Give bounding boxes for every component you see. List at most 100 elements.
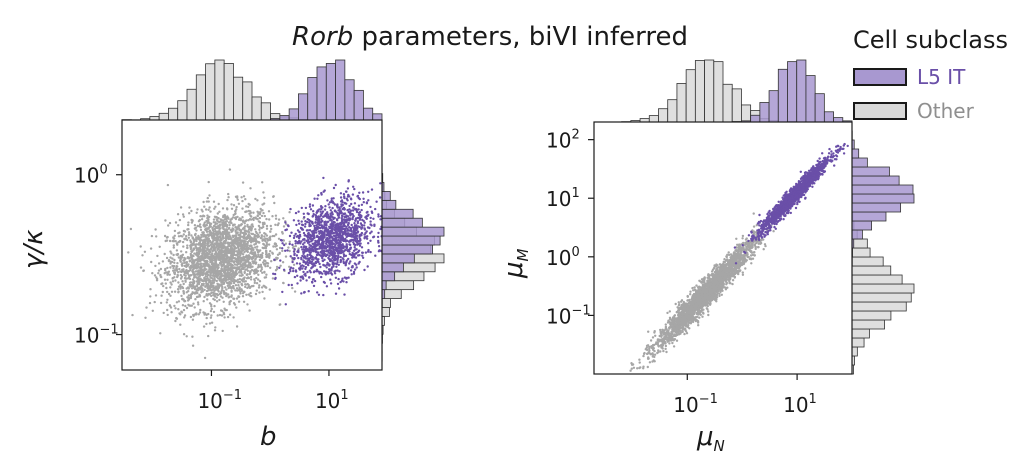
data-point [233,303,237,306]
side-hist-bar-l5-it [851,148,860,159]
side-hist-bar-l5-it [851,202,902,213]
data-point [248,271,252,274]
data-point [191,344,195,347]
data-point [268,218,271,221]
data-point [304,222,307,226]
data-point [249,187,252,190]
data-point [248,234,251,238]
data-point [229,218,232,222]
side-hist-bar-l5-it [381,253,415,264]
top-hist-bar-l5-it [344,79,355,121]
data-point [320,224,323,227]
data-point [177,300,181,303]
data-point [258,258,262,262]
data-point [322,249,325,253]
data-point [179,283,182,287]
data-point [219,295,223,298]
data-point [221,234,225,237]
data-point [224,286,227,289]
data-point [237,284,240,287]
data-point [336,282,340,286]
data-point [287,271,291,275]
data-point [176,274,179,277]
data-point [262,211,265,215]
data-point [344,230,347,233]
data-point [210,260,213,263]
data-point [336,241,339,244]
data-point [211,228,215,231]
data-point [326,199,329,202]
data-point [269,250,272,253]
data-point [228,257,232,261]
data-point [329,231,332,234]
data-point [367,199,370,202]
data-point [298,268,302,271]
data-point [249,244,252,247]
data-point [263,271,266,274]
data-point [233,263,237,266]
data-point [337,209,340,212]
side-hist-bar-l5-it [851,175,900,186]
data-point [192,241,195,245]
data-point [269,230,272,233]
data-point [181,235,184,238]
data-point [214,252,217,256]
data-point [339,245,342,248]
data-point [206,298,209,301]
data-point [203,225,206,228]
top-hist-bar-other [713,61,724,123]
data-point [257,212,260,215]
data-point [154,228,157,231]
data-point [261,181,264,184]
data-point [372,217,375,220]
data-point [186,272,189,275]
data-point [237,300,241,303]
data-point [176,288,180,291]
data-point [207,220,210,223]
data-point [295,262,299,265]
data-point [262,202,266,205]
data-point [379,218,382,221]
data-point [249,247,252,251]
data-point [161,260,165,263]
data-point [340,199,344,202]
data-point [166,313,169,317]
data-point [210,263,213,266]
data-point [294,244,297,248]
data-point [339,196,343,199]
data-point [356,254,360,257]
data-point [180,310,183,313]
data-point [180,256,184,259]
data-point [148,301,152,305]
data-point [345,239,349,243]
data-point [231,224,235,227]
side-hist-bar-l5-it [381,191,391,201]
data-point [327,240,331,243]
data-point [228,303,231,306]
data-point [196,208,199,211]
data-point [155,276,158,279]
data-point [273,242,277,245]
data-point [195,236,198,239]
data-point [215,233,218,236]
data-point [358,240,361,243]
data-point [175,249,179,252]
data-point [131,313,134,317]
data-point [235,263,239,267]
y-tick-label: 100 [74,163,108,188]
data-point [168,239,172,243]
data-point [324,205,327,208]
data-point [170,290,174,293]
data-point [336,206,339,209]
data-point [288,242,291,246]
data-point [246,269,250,272]
data-point [343,202,347,205]
data-point [258,231,261,234]
data-point [319,250,322,254]
data-point [199,308,202,312]
data-point [181,280,184,283]
data-point [366,214,369,217]
data-point [305,279,308,282]
data-point [348,217,351,220]
data-point [177,232,180,235]
